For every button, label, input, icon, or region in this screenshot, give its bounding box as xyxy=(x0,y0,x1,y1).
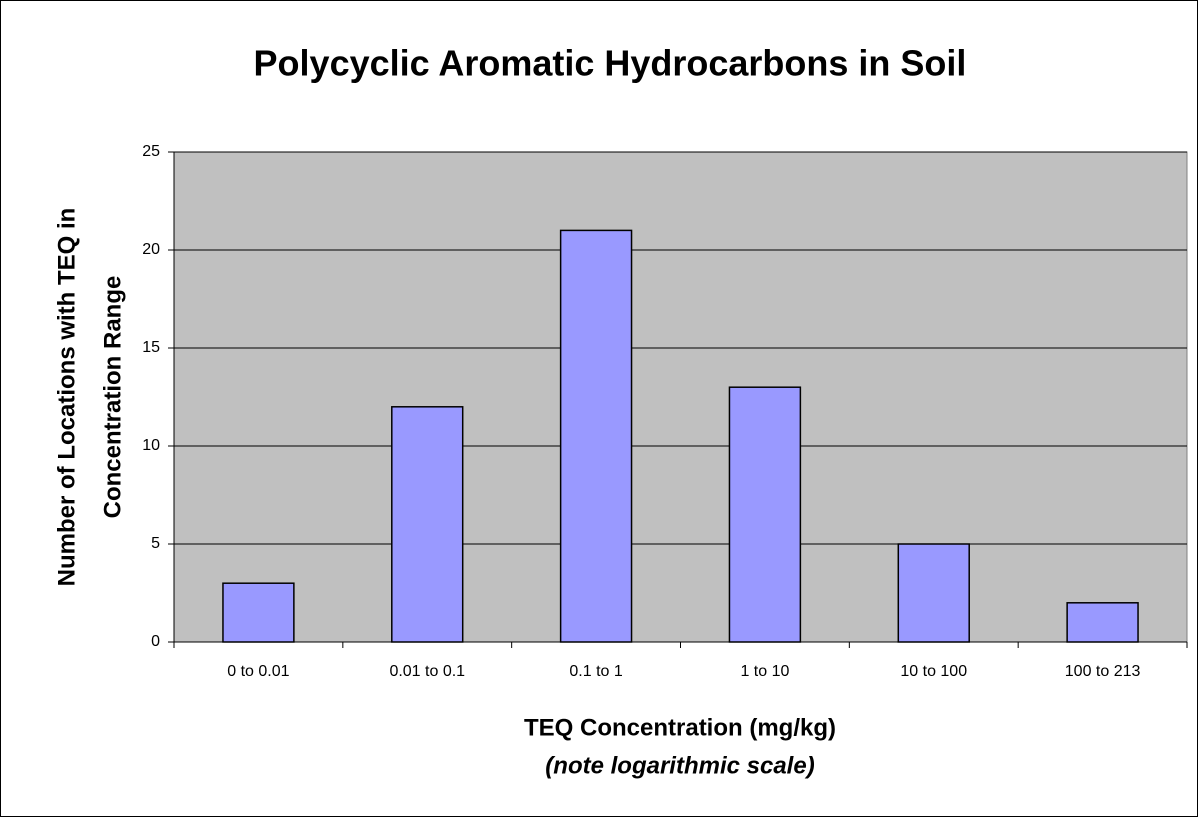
y-axis-label: Concentration Range xyxy=(99,276,126,519)
bar xyxy=(1066,602,1139,643)
x-tick-label: 0 to 0.01 xyxy=(227,663,289,680)
x-tick-label: 0.01 to 0.1 xyxy=(389,663,465,680)
bar xyxy=(222,582,295,643)
y-tick-label: 10 xyxy=(142,437,160,454)
x-tick-label: 10 to 100 xyxy=(900,663,967,680)
plot-area xyxy=(173,151,1188,643)
y-axis-label: Number of Locations with TEQ in xyxy=(53,208,80,587)
x-axis-note: (note logarithmic scale) xyxy=(545,752,814,779)
y-tick-label: 0 xyxy=(151,633,160,650)
x-tick-label: 0.1 to 1 xyxy=(569,663,622,680)
bar xyxy=(897,543,970,643)
x-tick-label: 100 to 213 xyxy=(1065,663,1141,680)
y-tick-label: 25 xyxy=(142,143,160,160)
y-tick-label: 5 xyxy=(151,535,160,552)
bar xyxy=(728,386,802,643)
bar xyxy=(391,406,464,643)
bar xyxy=(559,229,633,643)
x-tick-label: 1 to 10 xyxy=(740,663,789,680)
y-tick-label: 20 xyxy=(142,241,160,258)
x-axis-label: TEQ Concentration (mg/kg) xyxy=(524,714,836,741)
y-tick-label: 15 xyxy=(142,339,160,356)
chart-title: Polycyclic Aromatic Hydrocarbons in Soil xyxy=(254,43,967,84)
